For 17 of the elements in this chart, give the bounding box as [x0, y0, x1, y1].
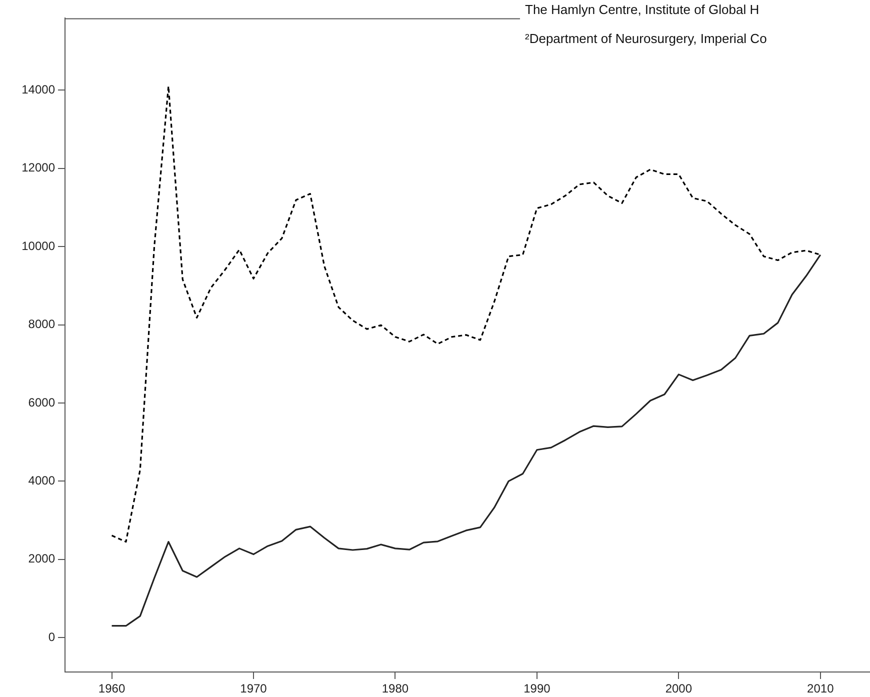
y-tick-label: 12000: [22, 160, 56, 175]
text: The Hamlyn Centre, Institute of Global H: [523, 2, 762, 17]
y-tick-label: 2000: [28, 552, 56, 566]
y-tick-label: 6000: [28, 395, 56, 410]
x-tick-label: 1980: [382, 682, 409, 696]
x-tick-label: 1960: [98, 682, 126, 696]
x-tick-label: 2000: [665, 682, 692, 696]
x-tick-label: 1990: [524, 682, 551, 696]
y-tick-label: 0: [48, 630, 56, 644]
y-tick-label: 14000: [22, 82, 56, 96]
x-tick-label: 1970: [240, 682, 268, 696]
line-series: [110, 85, 822, 543]
y-tick-label: 4000: [28, 473, 56, 488]
y-tick-label: 10000: [22, 238, 56, 253]
y-tick-label: 8000: [28, 317, 56, 332]
x-tick-label: 2010: [807, 682, 834, 696]
annotation: ²Department of Neurosurgery, Imperial Co: [523, 31, 769, 46]
